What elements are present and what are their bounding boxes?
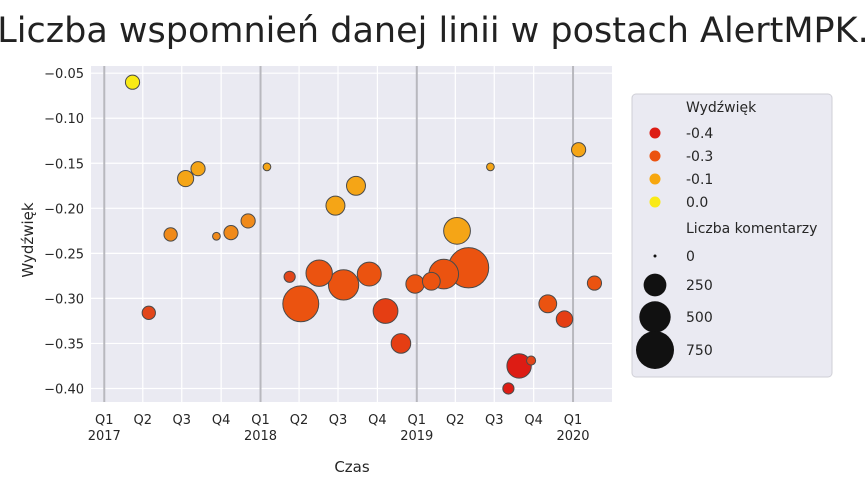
data-point — [506, 353, 532, 379]
x-tick-label: Q4 — [524, 413, 543, 428]
legend-hue-marker — [649, 196, 661, 208]
legend-size-label: 500 — [686, 310, 713, 326]
data-point — [372, 298, 399, 324]
legend-hue-label: -0.3 — [686, 149, 713, 165]
data-point — [571, 142, 587, 158]
legend-box — [631, 93, 833, 378]
legend-size-marker — [636, 331, 674, 369]
data-point — [124, 74, 141, 90]
legend-hue-marker — [649, 150, 661, 162]
y-tick-label: −0.10 — [44, 112, 84, 127]
x-tick-label: Q2 — [446, 413, 465, 428]
data-point — [177, 170, 195, 188]
data-point — [421, 271, 441, 291]
data-point — [405, 274, 425, 294]
x-axis-label: Czas — [334, 458, 370, 476]
x-tick-label: Q2 — [290, 413, 309, 428]
data-points — [124, 74, 603, 395]
legend-hue-label: -0.4 — [686, 126, 713, 142]
legend-hue-label: -0.1 — [686, 172, 713, 188]
legend-size-marker — [643, 273, 667, 297]
data-point — [390, 333, 412, 354]
x-tick-label: Q1 — [251, 413, 270, 428]
legend-hue-marker — [649, 173, 661, 185]
plot-area — [91, 66, 612, 402]
data-point — [190, 161, 206, 177]
y-tick-label: −0.30 — [44, 292, 84, 307]
y-axis-label: Wydźwięk — [19, 202, 37, 278]
data-point — [555, 310, 574, 328]
x-tick-label: Q1 — [95, 413, 114, 428]
y-tick-label: −0.35 — [44, 337, 84, 352]
data-point — [282, 285, 320, 323]
data-point — [325, 195, 346, 216]
y-tick-label: −0.15 — [44, 157, 84, 172]
legend-size-items: 0 250 500 750 — [636, 249, 713, 369]
legend-size-title: Liczba komentarzy — [686, 221, 817, 237]
legend-hue-label: 0.0 — [686, 195, 708, 211]
legend-hue-title: Wydźwięk — [686, 100, 757, 116]
data-point — [305, 259, 333, 287]
x-tick-label: Q4 — [212, 413, 231, 428]
data-point — [502, 382, 515, 395]
y-tick-labels: −0.05 −0.10 −0.15 −0.20 −0.25 −0.30 −0.35 −0.40 — [44, 67, 84, 397]
legend-size-label: 0 — [686, 249, 695, 265]
data-point — [486, 162, 495, 172]
chart-title: Liczba wspomnień danej linii w postach A… — [0, 11, 866, 51]
data-point — [443, 216, 471, 245]
grid-lines — [91, 66, 612, 402]
data-point — [586, 275, 603, 291]
y-tick-label: −0.25 — [44, 247, 84, 262]
data-point — [223, 225, 239, 241]
x-tick-label: Q2 — [134, 413, 153, 428]
y-tick-label: −0.05 — [44, 67, 84, 82]
data-point — [212, 231, 221, 241]
x-tick-label: Q1 — [408, 413, 427, 428]
y-tick-label: −0.40 — [44, 382, 84, 397]
legend-size-marker — [639, 301, 671, 333]
x-tick-year-label: 2017 — [88, 429, 121, 444]
legend: Wydźwięk -0.4 -0.3 -0.1 0.0 Liczba komentar… — [631, 93, 833, 378]
x-tick-label: Q4 — [368, 413, 387, 428]
legend-hue-marker — [649, 127, 661, 139]
data-point — [283, 270, 296, 283]
data-point — [141, 305, 156, 320]
data-point — [356, 261, 382, 287]
data-point — [163, 227, 178, 242]
data-point — [346, 175, 366, 196]
data-point — [327, 269, 360, 301]
x-tick-year-label: 2020 — [556, 429, 589, 444]
data-point — [240, 213, 256, 229]
x-tick-label: Q3 — [485, 413, 504, 428]
data-point — [538, 294, 558, 314]
legend-hue-items: -0.4 -0.3 -0.1 0.0 — [649, 126, 713, 211]
x-tick-year-label: 2019 — [400, 429, 433, 444]
x-tick-label: Q3 — [172, 413, 191, 428]
data-point — [526, 355, 537, 366]
x-tick-label: Q3 — [329, 413, 348, 428]
x-tick-year-label: 2018 — [244, 429, 277, 444]
x-tick-label: Q1 — [564, 413, 583, 428]
legend-size-label: 750 — [686, 343, 713, 359]
data-point — [262, 162, 272, 172]
y-tick-label: −0.20 — [44, 202, 84, 217]
legend-size-label: 250 — [686, 278, 713, 294]
legend-size-marker — [653, 254, 657, 258]
